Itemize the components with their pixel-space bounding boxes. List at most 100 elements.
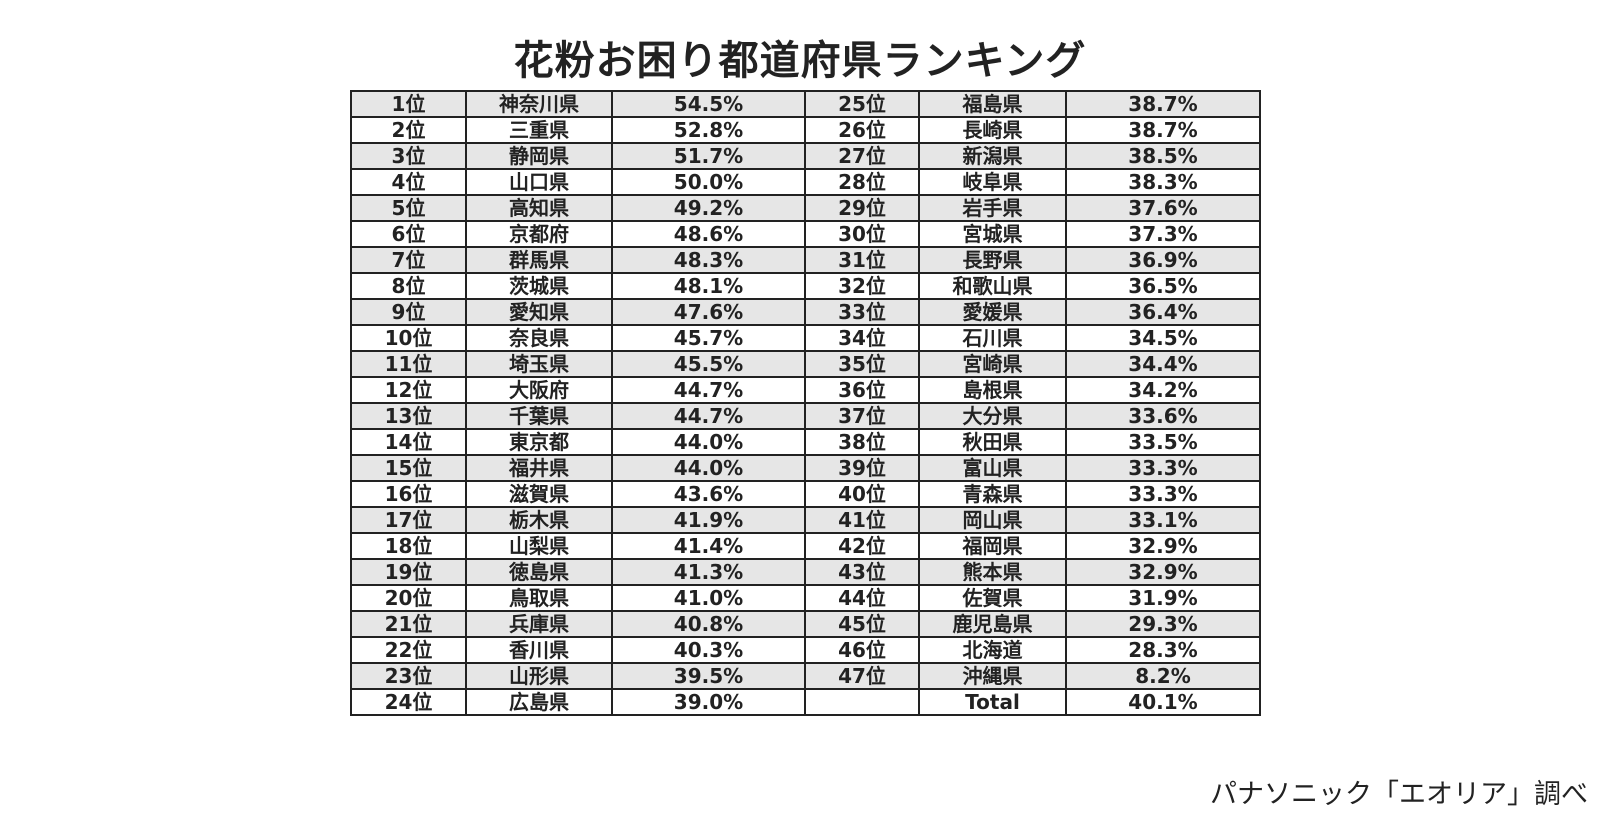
prefecture: 三重県 [465,116,613,144]
percentage: 41.3% [611,558,806,586]
percentage: 28.3% [1065,636,1261,664]
percentage: 34.5% [1065,324,1261,352]
prefecture: 和歌山県 [918,272,1067,300]
prefecture: 青森県 [918,480,1067,508]
rank: 41位 [804,506,920,534]
rank: 14位 [350,428,467,456]
rank: 3位 [350,142,467,170]
rank: 27位 [804,142,920,170]
rank: 46位 [804,636,920,664]
table-row: 6位 京都府 48.6% 30位 宮城県 37.3% [350,220,1261,248]
rank: 11位 [350,350,467,378]
prefecture: 長野県 [918,246,1067,274]
prefecture: 佐賀県 [918,584,1067,612]
percentage: 36.5% [1065,272,1261,300]
table-row: 22位 香川県 40.3% 46位 北海道 28.3% [350,636,1261,664]
table-row: 7位 群馬県 48.3% 31位 長野県 36.9% [350,246,1261,274]
prefecture: 山梨県 [465,532,613,560]
rank: 34位 [804,324,920,352]
rank: 5位 [350,194,467,222]
table-row: 10位 奈良県 45.7% 34位 石川県 34.5% [350,324,1261,352]
rank: 16位 [350,480,467,508]
rank: 39位 [804,454,920,482]
percentage: 44.0% [611,428,806,456]
percentage: 39.5% [611,662,806,690]
rank: 12位 [350,376,467,404]
rank: 43位 [804,558,920,586]
prefecture: 福島県 [918,90,1067,118]
percentage: 50.0% [611,168,806,196]
percentage: 49.2% [611,194,806,222]
rank: 37位 [804,402,920,430]
prefecture: 千葉県 [465,402,613,430]
table-row: 20位 鳥取県 41.0% 44位 佐賀県 31.9% [350,584,1261,612]
prefecture: 岩手県 [918,194,1067,222]
rank: 8位 [350,272,467,300]
prefecture: 兵庫県 [465,610,613,638]
prefecture: 愛知県 [465,298,613,326]
percentage: 41.0% [611,584,806,612]
table-row: 19位 徳島県 41.3% 43位 熊本県 32.9% [350,558,1261,586]
percentage: 34.4% [1065,350,1261,378]
percentage: 44.7% [611,376,806,404]
prefecture: 大分県 [918,402,1067,430]
table-row: 11位 埼玉県 45.5% 35位 宮崎県 34.4% [350,350,1261,378]
rank: 10位 [350,324,467,352]
percentage: 40.3% [611,636,806,664]
prefecture: 長崎県 [918,116,1067,144]
prefecture: 熊本県 [918,558,1067,586]
percentage: 48.1% [611,272,806,300]
prefecture: 香川県 [465,636,613,664]
table-row: 14位 東京都 44.0% 38位 秋田県 33.5% [350,428,1261,456]
percentage: 33.3% [1065,480,1261,508]
table-row: 4位 山口県 50.0% 28位 岐阜県 38.3% [350,168,1261,196]
table-row: 23位 山形県 39.5% 47位 沖縄県 8.2% [350,662,1261,690]
total-value: 40.1% [1065,688,1261,716]
percentage: 38.5% [1065,142,1261,170]
ranking-table: 1位 神奈川県 54.5% 25位 福島県 38.7% 2位 三重県 52.8% 26位 長崎県 38… [350,90,1261,716]
table-row: 15位 福井県 44.0% 39位 富山県 33.3% [350,454,1261,482]
table-row: 13位 千葉県 44.7% 37位 大分県 33.6% [350,402,1261,430]
prefecture: 岡山県 [918,506,1067,534]
table-row: 17位 栃木県 41.9% 41位 岡山県 33.1% [350,506,1261,534]
rank: 47位 [804,662,920,690]
table-row: 3位 静岡県 51.7% 27位 新潟県 38.5% [350,142,1261,170]
percentage: 31.9% [1065,584,1261,612]
rank: 13位 [350,402,467,430]
source-note: パナソニック「エオリア」調べ [1210,779,1588,810]
rank: 2位 [350,116,467,144]
prefecture: 富山県 [918,454,1067,482]
prefecture: 北海道 [918,636,1067,664]
percentage: 33.6% [1065,402,1261,430]
percentage: 41.4% [611,532,806,560]
rank: 32位 [804,272,920,300]
percentage: 33.3% [1065,454,1261,482]
rank: 45位 [804,610,920,638]
rank: 20位 [350,584,467,612]
total-label: Total [918,688,1067,716]
prefecture: 奈良県 [465,324,613,352]
rank: 36位 [804,376,920,404]
prefecture: 山口県 [465,168,613,196]
table-row: 24位 広島県 39.0% Total 40.1% [350,688,1261,716]
prefecture: 福岡県 [918,532,1067,560]
prefecture: 滋賀県 [465,480,613,508]
prefecture: 愛媛県 [918,298,1067,326]
rank: 4位 [350,168,467,196]
table-row: 18位 山梨県 41.4% 42位 福岡県 32.9% [350,532,1261,560]
percentage: 41.9% [611,506,806,534]
rank: 19位 [350,558,467,586]
prefecture: 沖縄県 [918,662,1067,690]
percentage: 33.1% [1065,506,1261,534]
rank: 44位 [804,584,920,612]
prefecture: 神奈川県 [465,90,613,118]
rank: 24位 [350,688,467,716]
prefecture: 鳥取県 [465,584,613,612]
percentage: 52.8% [611,116,806,144]
percentage: 38.7% [1065,116,1261,144]
percentage: 44.7% [611,402,806,430]
title: 花粉お困り都道府県ランキング [513,38,1087,84]
rank: 29位 [804,194,920,222]
percentage: 45.7% [611,324,806,352]
prefecture: 広島県 [465,688,613,716]
